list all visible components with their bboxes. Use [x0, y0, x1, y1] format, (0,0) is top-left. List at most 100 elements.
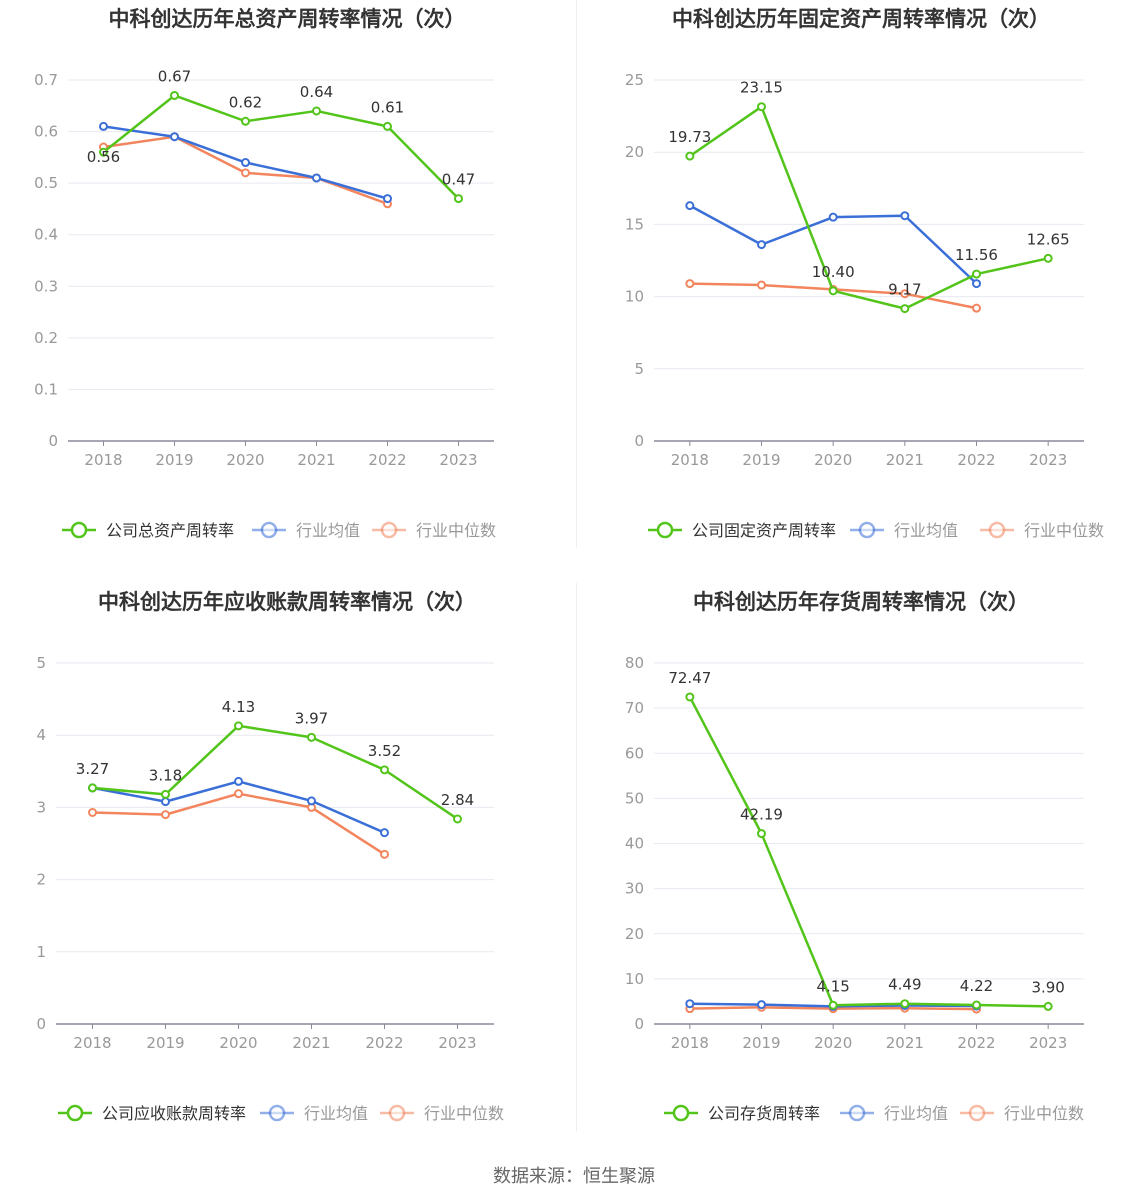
data-point-company — [1043, 253, 1053, 263]
data-source: 数据来源：恒生聚源 — [493, 1166, 655, 1187]
y-tick-label: 20 — [625, 925, 644, 943]
data-label: 4.13 — [222, 698, 255, 716]
data-point-company — [757, 829, 766, 839]
data-point-avg — [972, 279, 981, 289]
data-point-avg — [99, 121, 108, 131]
y-tick-label: 0 — [634, 432, 644, 450]
x-tick-label: 2019 — [742, 1034, 780, 1052]
x-tick-label: 2018 — [671, 451, 709, 469]
data-label: 19.73 — [668, 128, 711, 146]
data-point-company — [241, 116, 250, 126]
data-label: 3.27 — [76, 760, 109, 778]
series-line-company — [92, 724, 459, 820]
chart-title: 中科创达历年存货周转率情况（次） — [693, 590, 1029, 614]
legend-item-company: 公司固定资产周转率 — [648, 521, 836, 540]
y-tick-label: 3 — [36, 798, 46, 816]
x-tick-label: 2018 — [73, 1034, 111, 1052]
y-tick-label: 80 — [625, 654, 644, 672]
legend-marker — [988, 521, 1006, 539]
legend-marker — [858, 521, 876, 539]
data-point-median — [972, 303, 981, 313]
y-tick-label: 0.2 — [34, 329, 58, 347]
data-point-avg — [383, 194, 392, 204]
chart-title: 中科创达历年固定资产周转率情况（次） — [672, 7, 1050, 31]
data-label: 3.18 — [149, 766, 182, 784]
chart-total-asset-turnover: 中科创达历年总资产周转率情况（次） 0 0.1 0.2 0.3 0.4 0.5 0.6 0.7 2… — [0, 0, 574, 583]
data-label: 2.84 — [441, 791, 474, 809]
data-point-avg — [828, 212, 838, 222]
legend-label: 行业中位数 — [1024, 521, 1104, 540]
data-label: 42.19 — [740, 806, 783, 824]
data-label: 0.61 — [371, 98, 404, 116]
y-tick-label: 0 — [48, 432, 58, 450]
data-label: 0.64 — [300, 83, 333, 101]
x-tick-label: 2021 — [886, 1034, 924, 1052]
x-tick-label: 2023 — [1029, 1034, 1067, 1052]
data-point-company — [972, 1000, 981, 1010]
x-tick-label: 2022 — [365, 1034, 403, 1052]
y-tick-label: 50 — [625, 789, 644, 807]
legend-item-avg: 行业均值 — [260, 1104, 368, 1123]
legend-marker — [380, 521, 398, 539]
data-point-median — [241, 168, 250, 178]
chart-title: 中科创达历年总资产周转率情况（次） — [109, 7, 466, 31]
chart-fixed-asset-turnover: 中科创达历年固定资产周转率情况（次） 0 5 10 15 20 25 2018 2019 2020… — [574, 0, 1148, 583]
legend-marker — [968, 1104, 986, 1122]
legend-item-avg: 行业均值 — [850, 521, 958, 540]
data-point-avg — [161, 797, 170, 807]
chart-inventory-turnover: 中科创达历年存货周转率情况（次） 0 10 20 30 40 50 60 70 80 2018 201… — [574, 583, 1148, 1166]
data-point-company — [88, 783, 97, 793]
legend-label: 公司存货周转率 — [708, 1104, 820, 1123]
legend-label: 行业中位数 — [416, 521, 496, 540]
data-point-company — [307, 732, 316, 742]
legend-marker — [672, 1104, 690, 1122]
legend-item-median: 行业中位数 — [380, 1104, 504, 1123]
legend-marker — [848, 1104, 866, 1122]
legend-marker — [656, 521, 674, 539]
y-tick-label: 20 — [625, 143, 644, 161]
data-label: 4.22 — [960, 977, 993, 995]
data-point-company — [383, 121, 392, 131]
data-point-median — [234, 789, 243, 799]
data-point-median — [900, 289, 910, 299]
legend-item-median: 行业中位数 — [960, 1104, 1084, 1123]
x-tick-label: 2019 — [742, 451, 780, 469]
y-tick-label: 2 — [36, 871, 46, 889]
data-point-company — [972, 269, 981, 279]
data-point-avg — [757, 240, 766, 250]
data-point-median — [685, 279, 695, 289]
y-tick-label: 5 — [36, 654, 46, 672]
legend-label: 公司固定资产周转率 — [692, 521, 836, 540]
data-point-company — [900, 304, 910, 314]
legend-label: 行业均值 — [884, 1104, 948, 1123]
data-point-company — [828, 286, 838, 296]
data-point-median — [161, 810, 170, 820]
y-tick-label: 0.4 — [34, 226, 58, 244]
data-label: 3.52 — [368, 742, 401, 760]
series-line-company — [102, 94, 460, 200]
x-tick-label: 2020 — [226, 451, 264, 469]
data-point-company — [453, 814, 462, 824]
y-tick-label: 15 — [625, 215, 644, 233]
chart-receivable-turnover: 中科创达历年应收账款周转率情况（次） 0 1 2 3 4 5 2018 2019 2020 2021… — [0, 583, 574, 1166]
legend-label: 行业中位数 — [1004, 1104, 1084, 1123]
y-tick-label: 10 — [625, 970, 644, 988]
data-point-company — [1043, 1001, 1053, 1011]
y-tick-label: 5 — [634, 360, 644, 378]
series-line-company — [689, 105, 1049, 310]
legend-item-company: 公司总资产周转率 — [62, 521, 234, 540]
x-tick-label: 2020 — [814, 1034, 852, 1052]
data-point-avg — [241, 158, 250, 168]
data-point-company — [685, 692, 695, 702]
legend-label: 行业中位数 — [424, 1104, 504, 1123]
x-tick-label: 2022 — [368, 451, 406, 469]
y-tick-label: 0 — [36, 1015, 46, 1033]
y-tick-label: 0.7 — [34, 71, 58, 89]
legend-item-avg: 行业均值 — [252, 521, 360, 540]
data-point-company — [170, 90, 179, 100]
y-tick-label: 1 — [36, 943, 46, 961]
data-label: 0.47 — [442, 171, 475, 189]
legend-marker — [388, 1104, 406, 1122]
legend-item-company: 公司存货周转率 — [664, 1104, 820, 1123]
x-tick-label: 2022 — [957, 451, 995, 469]
